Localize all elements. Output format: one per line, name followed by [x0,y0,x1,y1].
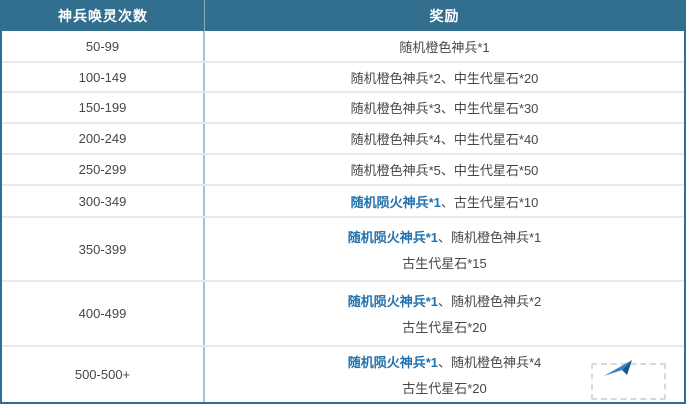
reward-line-2: 古生代星石*20 [402,381,487,396]
reward-highlight: 随机陨火神兵*1 [347,294,438,309]
reward-cell: 随机陨火神兵*1 、随机橙色神兵*1 古生代星石*15 [205,218,684,280]
reward-line: 随机陨火神兵*1 、随机橙色神兵*4 [348,349,542,375]
summon-count-cell: 150-199 [2,93,205,122]
table-row: 50-99 随机橙色神兵*1 [2,31,684,61]
summon-count-cell: 300-349 [2,186,205,216]
reward-cell: 随机橙色神兵*4、中生代星石*40 [205,124,684,153]
reward-line: 随机橙色神兵*4、中生代星石*40 [351,126,539,152]
reward-cell: 随机橙色神兵*2、中生代星石*20 [205,63,684,91]
table-row: 400-499 随机陨火神兵*1 、随机橙色神兵*2 古生代星石*20 [2,280,684,345]
reward-text: 、古生代星石*10 [440,194,539,210]
summon-count-cell: 200-249 [2,124,205,153]
reward-line: 随机橙色神兵*5、中生代星石*50 [351,157,539,183]
table-row: 200-249 随机橙色神兵*4、中生代星石*40 [2,122,684,153]
table-row: 150-199 随机橙色神兵*3、中生代星石*30 [2,91,684,122]
summon-count-cell: 400-499 [2,282,205,345]
reward-highlight: 随机陨火神兵*1 [347,229,438,245]
reward-cell: 随机橙色神兵*1 [205,31,684,61]
summon-count-cell: 250-299 [2,155,205,184]
reward-text: 、随机橙色神兵*1 [438,229,542,245]
reward-line-2: 古生代星石*20 [402,320,487,335]
summon-count-cell: 500-500+ [2,347,205,402]
reward-text: 随机橙色神兵*1 [399,39,490,55]
reward-text: 、随机橙色神兵*4 [438,355,542,370]
cursor-arrow-icon [604,360,632,376]
summon-count-cell: 100-149 [2,63,205,91]
reward-text: 、随机橙色神兵*2 [438,294,542,309]
reward-line-2: 古生代星石*15 [402,255,487,271]
reward-text: 随机橙色神兵*3、中生代星石*30 [350,101,539,116]
reward-cell: 随机陨火神兵*1 、随机橙色神兵*2 古生代星石*20 [205,282,684,345]
table-header-row: 神兵唤灵次数 奖励 [2,0,684,31]
reward-line: 随机橙色神兵*3、中生代星石*30 [351,95,539,121]
table-row: 500-500+ 随机陨火神兵*1 、随机橙色神兵*4 古生代星石*20 [2,345,684,402]
summon-count-cell: 350-399 [2,218,205,280]
reward-line: 随机橙色神兵*1 [399,33,489,59]
reward-highlight: 随机陨火神兵*1 [350,194,441,210]
reward-line: 随机陨火神兵*1 、古生代星石*10 [351,188,539,214]
header-summon-count: 神兵唤灵次数 [2,0,205,31]
reward-cell: 随机陨火神兵*1 、随机橙色神兵*4 古生代星石*20 [205,347,684,402]
table-row: 350-399 随机陨火神兵*1 、随机橙色神兵*1 古生代星石*15 [2,216,684,280]
reward-text: 随机橙色神兵*5、中生代星石*50 [350,163,539,178]
summon-count-cell: 50-99 [2,31,205,61]
reward-text: 随机橙色神兵*2、中生代星石*20 [350,70,539,86]
table-row: 250-299 随机橙色神兵*5、中生代星石*50 [2,153,684,184]
reward-highlight: 随机陨火神兵*1 [347,355,438,370]
table-row: 100-149 随机橙色神兵*2、中生代星石*20 [2,61,684,91]
reward-cell: 随机橙色神兵*3、中生代星石*30 [205,93,684,122]
reward-text: 随机橙色神兵*4、中生代星石*40 [350,132,539,147]
header-reward: 奖励 [429,7,460,24]
reward-cell: 随机橙色神兵*5、中生代星石*50 [205,155,684,184]
reward-line: 随机橙色神兵*2、中生代星石*20 [351,64,539,90]
floating-selection-box[interactable] [591,360,666,400]
reward-cell: 随机陨火神兵*1 、古生代星石*10 [205,186,684,216]
reward-line: 随机陨火神兵*1 、随机橙色神兵*1 [348,223,542,249]
reward-line: 随机陨火神兵*1 、随机橙色神兵*2 [348,288,542,314]
table-row: 300-349 随机陨火神兵*1 、古生代星石*10 [2,184,684,216]
